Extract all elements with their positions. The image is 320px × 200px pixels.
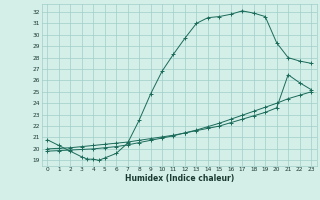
X-axis label: Humidex (Indice chaleur): Humidex (Indice chaleur)	[124, 174, 234, 183]
